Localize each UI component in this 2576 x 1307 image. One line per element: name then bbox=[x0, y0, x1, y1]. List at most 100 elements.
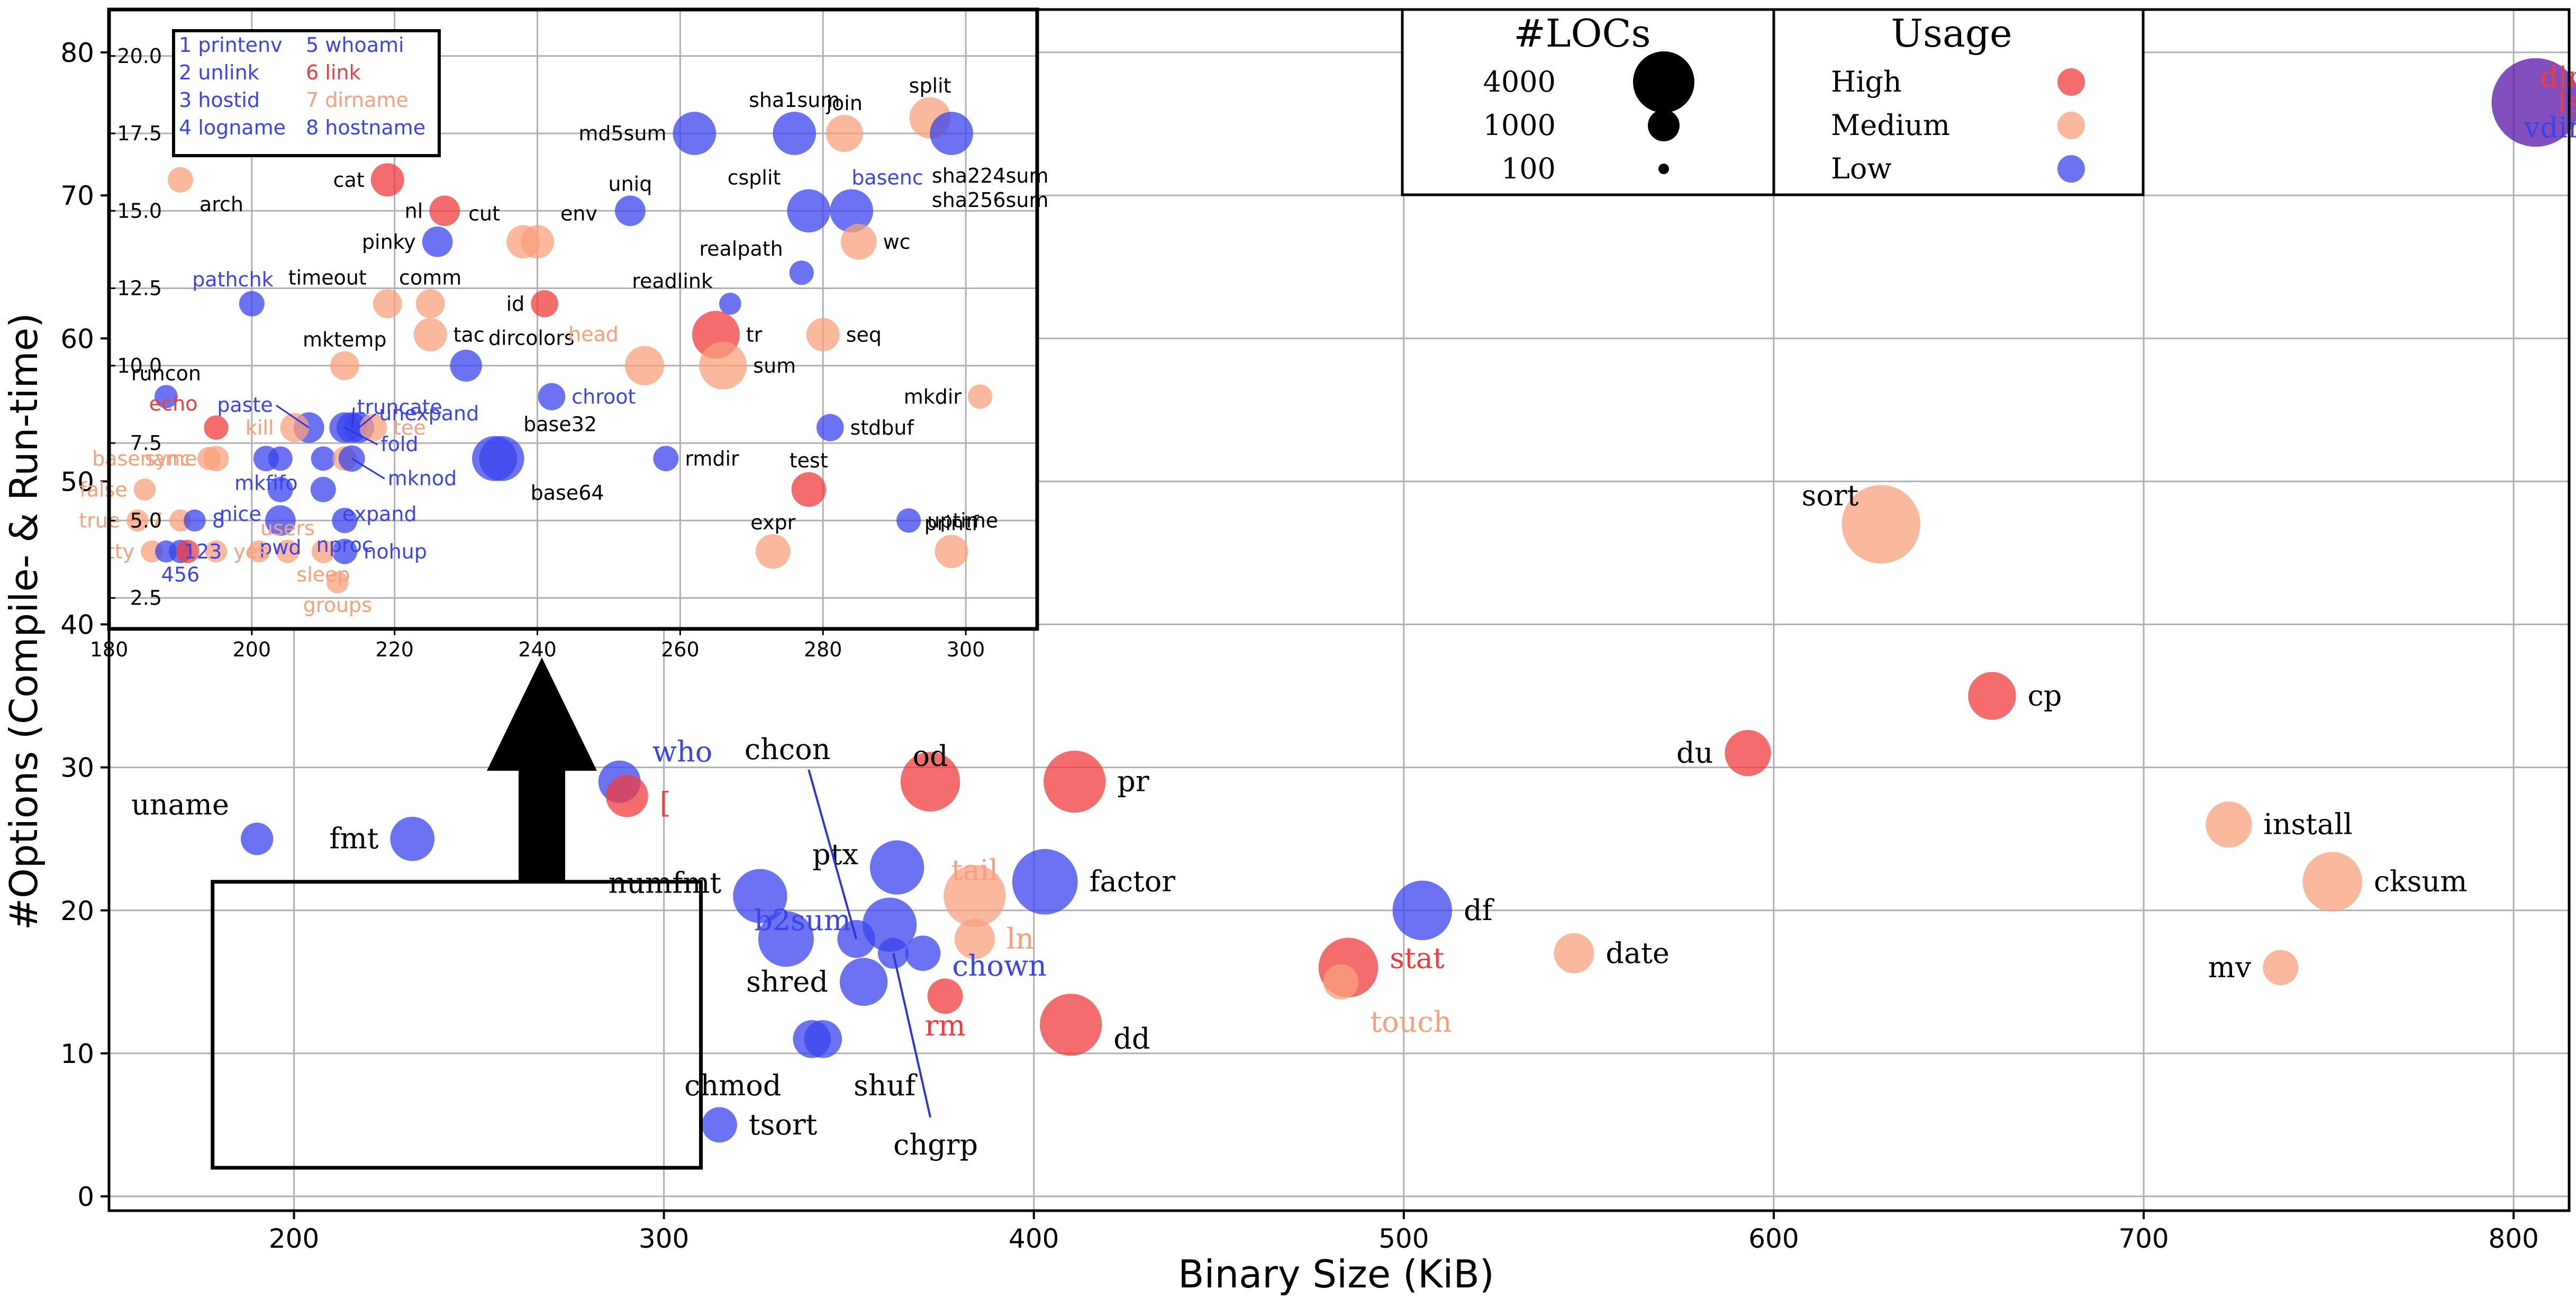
point-label-who: who bbox=[652, 735, 713, 769]
inset-x-tick-label: 200 bbox=[233, 638, 271, 661]
inset-point-test bbox=[791, 472, 826, 507]
inset-x-tick-label: 220 bbox=[375, 638, 414, 661]
point-label-tail: tail bbox=[951, 854, 998, 887]
x-tick-label: 400 bbox=[1009, 1223, 1059, 1254]
inset-frame bbox=[107, 7, 1039, 631]
inset-key-box: 1 printenv 2 unlink 3 hostid 4 logname 5 who… bbox=[172, 29, 441, 157]
inset-label-nice: nice bbox=[220, 502, 261, 526]
inset-point-id bbox=[531, 290, 558, 318]
key-gap bbox=[319, 88, 325, 112]
key-gap bbox=[319, 61, 325, 84]
main-points bbox=[240, 58, 2576, 1143]
inset-point-uniq bbox=[615, 195, 646, 227]
inset-point-basenc bbox=[830, 189, 874, 233]
point-label-pr: pr bbox=[1117, 765, 1149, 798]
inset-label-md5sum: md5sum bbox=[578, 122, 666, 145]
inset-points bbox=[126, 97, 993, 594]
point-date bbox=[1554, 933, 1594, 974]
inset-key-entry: 1 printenv bbox=[179, 33, 283, 57]
inset-point-join bbox=[826, 115, 863, 152]
point-label-chcon: chcon bbox=[745, 733, 831, 766]
point-mv bbox=[2263, 950, 2299, 986]
y-tick-label: 10 bbox=[60, 1039, 94, 1069]
inset-label-nl: nl bbox=[405, 199, 423, 222]
x-tick-label: 700 bbox=[2118, 1223, 2169, 1254]
inset-label-nohup: nohup bbox=[364, 540, 427, 563]
point-dd bbox=[1040, 994, 1102, 1056]
inset-label-base32: base32 bbox=[523, 413, 597, 436]
inset-key-entry: 4 logname bbox=[179, 116, 286, 139]
point-label-mv: mv bbox=[2208, 951, 2252, 984]
inset-label-pinky: pinky bbox=[362, 230, 416, 254]
point-b2sum bbox=[862, 897, 917, 952]
legend-items: 4000 1000 100 High Medium Low bbox=[1483, 51, 2085, 185]
point-label-ln: ln bbox=[1006, 922, 1034, 956]
label-line: sha256sum bbox=[932, 188, 1049, 212]
point-fmt bbox=[390, 816, 435, 861]
inset-point-base64 bbox=[479, 436, 524, 481]
y-tick-label: 0 bbox=[77, 1182, 94, 1212]
point-cp bbox=[1968, 672, 2016, 720]
inset-label-pathchk: pathchk bbox=[192, 268, 273, 291]
inset-label-sha1sum: sha1sum bbox=[749, 88, 840, 112]
point-label-fmt: fmt bbox=[330, 822, 379, 855]
point-install bbox=[2206, 801, 2252, 848]
inset-point-unlabeled bbox=[268, 446, 293, 471]
x-tick-label: 300 bbox=[639, 1223, 689, 1254]
legend-usage-title: Usage bbox=[1891, 11, 2012, 56]
key-gap bbox=[192, 33, 198, 57]
inset-point-kill bbox=[280, 413, 310, 443]
inset-x-tick-label: 300 bbox=[947, 638, 985, 661]
leader-line bbox=[808, 769, 858, 940]
inset-x-tick-label: 260 bbox=[661, 638, 700, 661]
key-number: 7 bbox=[306, 88, 319, 112]
point-label-stat: stat bbox=[1390, 942, 1445, 975]
inset-label-sha224sum: sha224sum sha256sum bbox=[932, 164, 1049, 212]
inset-point-tac bbox=[413, 318, 447, 351]
inset-y-tick-label: 12.5 bbox=[117, 277, 162, 300]
legend-size-marker bbox=[1633, 51, 1694, 113]
inset-label-realpath: realpath bbox=[699, 237, 783, 260]
inset-key-entry: 3 hostid bbox=[179, 88, 260, 112]
point-label-cp: cp bbox=[2028, 679, 2062, 713]
point-tail bbox=[944, 865, 1006, 927]
y-axis-title: #Options (Compile- & Run-time) bbox=[2, 313, 46, 930]
inset-point-csplit bbox=[787, 189, 831, 233]
inset-label-tac: tac bbox=[453, 323, 485, 346]
x-tick-label: 800 bbox=[2488, 1223, 2538, 1254]
inset-point-echo bbox=[204, 415, 229, 440]
point-label-tsort: tsort bbox=[749, 1108, 818, 1141]
inset-label-mknod: mknod bbox=[388, 466, 457, 490]
point-uname bbox=[240, 823, 274, 855]
inset-leader-line bbox=[275, 404, 310, 428]
inset-key-frame bbox=[172, 29, 441, 157]
inset-label-seq: seq bbox=[846, 323, 882, 346]
inset-label-wc: wc bbox=[883, 230, 911, 254]
y-tick-label: 40 bbox=[60, 610, 94, 641]
point-label-od: od bbox=[912, 740, 948, 773]
inset-point-comm bbox=[415, 289, 445, 319]
legend-size-marker bbox=[1648, 110, 1680, 141]
inset-point-seq bbox=[806, 318, 840, 351]
inset-key-entry: 6 link bbox=[306, 61, 361, 84]
x-tick-label: 200 bbox=[269, 1223, 319, 1254]
inset-label-nproc: nproc bbox=[316, 533, 373, 556]
point-sort bbox=[1842, 485, 1920, 564]
key-gap bbox=[319, 116, 325, 139]
key-gap bbox=[192, 88, 198, 112]
key-gap bbox=[192, 61, 198, 84]
inset-label-printf: printf bbox=[924, 511, 979, 535]
inset-label-tr: tr bbox=[746, 323, 763, 346]
inset-label-456: 456 bbox=[161, 563, 200, 587]
inset-label-false: false bbox=[79, 478, 127, 501]
point-label-sort: sort bbox=[1802, 479, 1859, 512]
inset-label-id: id bbox=[506, 292, 525, 316]
inset-point-8 bbox=[184, 509, 206, 532]
point-label-df: df bbox=[1464, 894, 1495, 927]
point-ln bbox=[954, 918, 995, 959]
inset-point-dircolors bbox=[450, 349, 482, 382]
zoom-region-box bbox=[211, 880, 703, 1170]
inset-label-test: test bbox=[790, 449, 828, 472]
inset-label-runcon: runcon bbox=[131, 362, 201, 385]
